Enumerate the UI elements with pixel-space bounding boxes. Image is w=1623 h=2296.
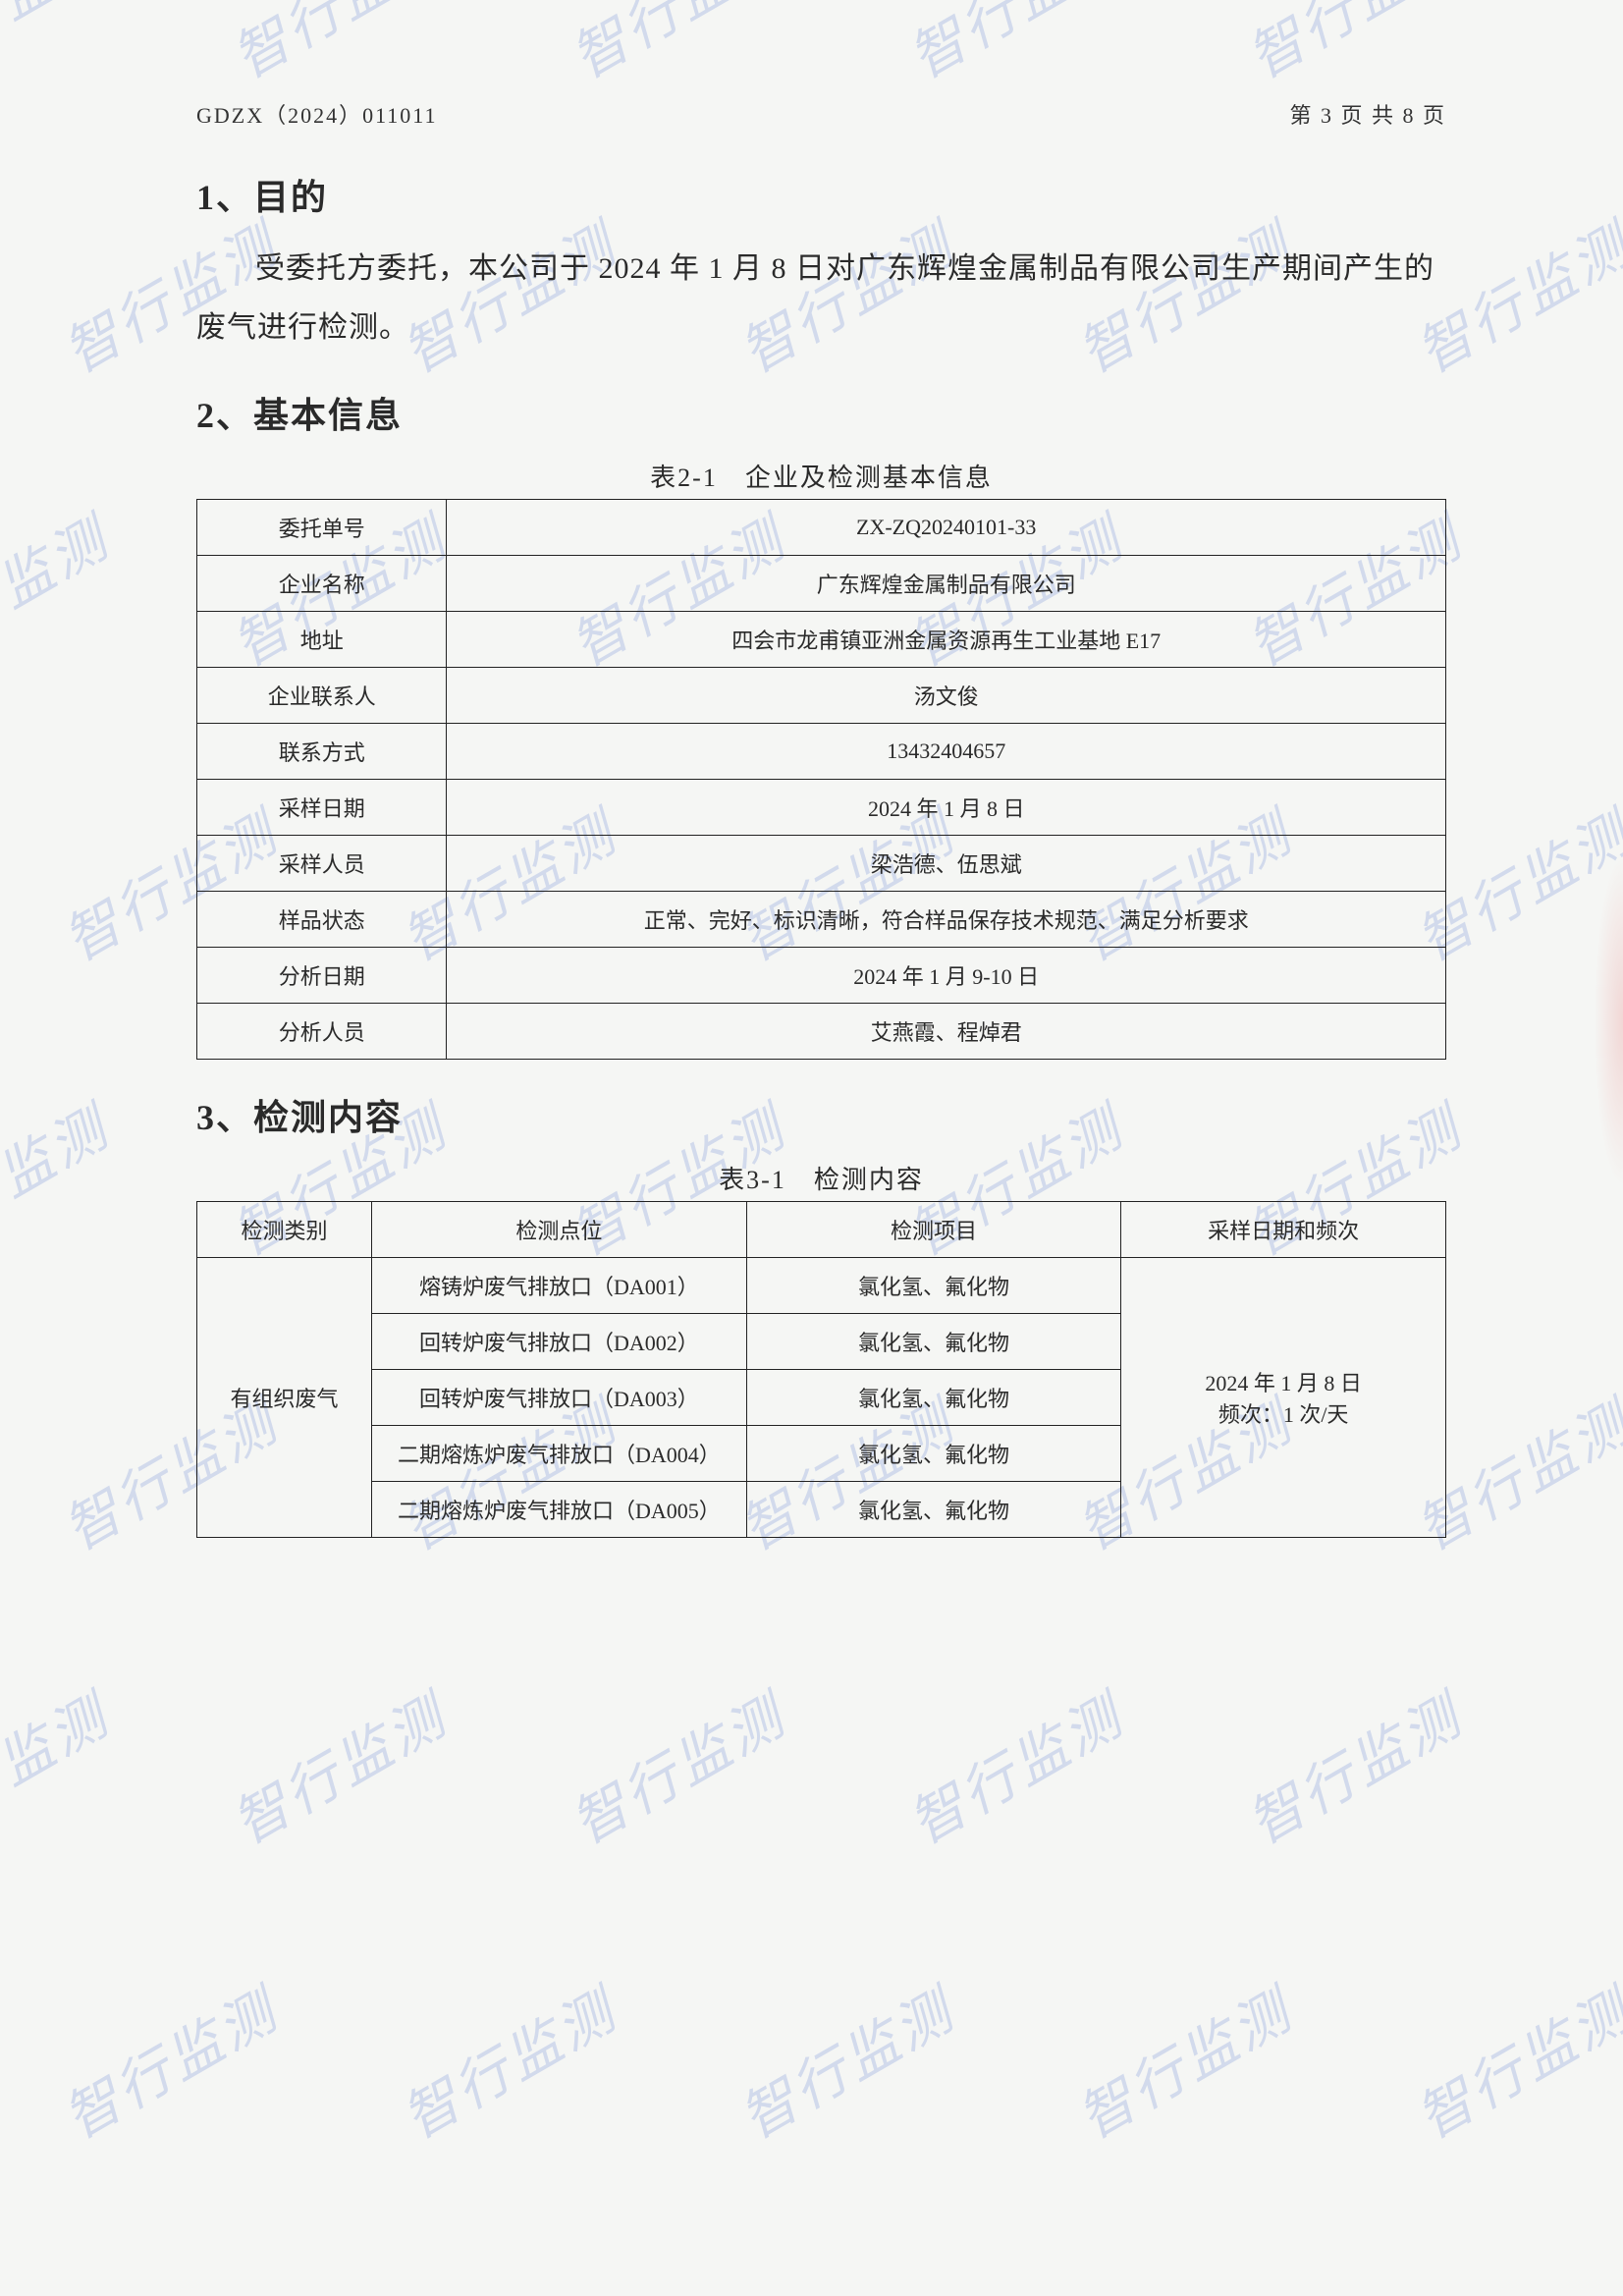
info-value: 正常、完好、标识清晰，符合样品保存技术规范、满足分析要求 [447, 892, 1446, 948]
info-label: 样品状态 [197, 892, 447, 948]
page-number: 第 3 页 共 8 页 [1289, 98, 1446, 130]
category-cell: 有组织废气 [197, 1258, 372, 1538]
table-row: 企业名称广东辉煌金属制品有限公司 [197, 556, 1446, 612]
table-header-row: 检测类别 检测点位 检测项目 采样日期和频次 [197, 1202, 1446, 1258]
document-code: GDZX（2024）011011 [196, 98, 437, 130]
table-row: 企业联系人汤文俊 [197, 668, 1446, 724]
info-label: 地址 [197, 612, 447, 668]
info-value: 艾燕霞、程焯君 [447, 1004, 1446, 1060]
table-row: 采样人员梁浩德、伍思斌 [197, 836, 1446, 892]
table-2-1-caption: 表2-1 企业及检测基本信息 [196, 458, 1446, 494]
table-row: 分析人员艾燕霞、程焯君 [197, 1004, 1446, 1060]
info-value: 四会市龙甫镇亚洲金属资源再生工业基地 E17 [447, 612, 1446, 668]
table-3-1-caption: 表3-1 检测内容 [196, 1160, 1446, 1196]
item-cell: 氯化氢、氟化物 [746, 1370, 1121, 1426]
col-item: 检测项目 [746, 1202, 1121, 1258]
info-value: 汤文俊 [447, 668, 1446, 724]
section-3-heading: 3、检测内容 [196, 1089, 1446, 1140]
item-cell: 氯化氢、氟化物 [746, 1314, 1121, 1370]
point-cell: 回转炉废气排放口（DA003） [372, 1370, 747, 1426]
info-value: 2024 年 1 月 8 日 [447, 780, 1446, 836]
info-label: 联系方式 [197, 724, 447, 780]
col-category: 检测类别 [197, 1202, 372, 1258]
info-value: 广东辉煌金属制品有限公司 [447, 556, 1446, 612]
document-page: GDZX（2024）011011 第 3 页 共 8 页 1、目的 受委托方委托… [0, 0, 1623, 2296]
point-cell: 二期熔炼炉废气排放口（DA004） [372, 1426, 747, 1482]
info-label: 委托单号 [197, 500, 447, 556]
col-point: 检测点位 [372, 1202, 747, 1258]
item-cell: 氯化氢、氟化物 [746, 1426, 1121, 1482]
info-value: 2024 年 1 月 9-10 日 [447, 948, 1446, 1004]
frequency-cell: 2024 年 1 月 8 日频次：1 次/天 [1121, 1258, 1446, 1538]
info-label: 采样日期 [197, 780, 447, 836]
table-row: 有组织废气熔铸炉废气排放口（DA001）氯化氢、氟化物2024 年 1 月 8 … [197, 1258, 1446, 1314]
info-label: 企业名称 [197, 556, 447, 612]
info-value: 梁浩德、伍思斌 [447, 836, 1446, 892]
item-cell: 氯化氢、氟化物 [746, 1482, 1121, 1538]
detection-content-table: 检测类别 检测点位 检测项目 采样日期和频次 有组织废气熔铸炉废气排放口（DA0… [196, 1201, 1446, 1538]
info-label: 分析人员 [197, 1004, 447, 1060]
info-value: 13432404657 [447, 724, 1446, 780]
page-header: GDZX（2024）011011 第 3 页 共 8 页 [196, 98, 1446, 130]
table-row: 分析日期2024 年 1 月 9-10 日 [197, 948, 1446, 1004]
section-1-heading: 1、目的 [196, 169, 1446, 220]
section-2-heading: 2、基本信息 [196, 387, 1446, 438]
info-value: ZX-ZQ20240101-33 [447, 500, 1446, 556]
info-label: 企业联系人 [197, 668, 447, 724]
point-cell: 回转炉废气排放口（DA002） [372, 1314, 747, 1370]
item-cell: 氯化氢、氟化物 [746, 1258, 1121, 1314]
col-freq: 采样日期和频次 [1121, 1202, 1446, 1258]
info-label: 采样人员 [197, 836, 447, 892]
info-label: 分析日期 [197, 948, 447, 1004]
table-row: 样品状态正常、完好、标识清晰，符合样品保存技术规范、满足分析要求 [197, 892, 1446, 948]
point-cell: 熔铸炉废气排放口（DA001） [372, 1258, 747, 1314]
table-row: 联系方式13432404657 [197, 724, 1446, 780]
table-row: 委托单号ZX-ZQ20240101-33 [197, 500, 1446, 556]
purpose-paragraph: 受委托方委托，本公司于 2024 年 1 月 8 日对广东辉煌金属制品有限公司生… [196, 240, 1446, 357]
point-cell: 二期熔炼炉废气排放口（DA005） [372, 1482, 747, 1538]
table-row: 地址四会市龙甫镇亚洲金属资源再生工业基地 E17 [197, 612, 1446, 668]
basic-info-table: 委托单号ZX-ZQ20240101-33企业名称广东辉煌金属制品有限公司地址四会… [196, 499, 1446, 1060]
table-row: 采样日期2024 年 1 月 8 日 [197, 780, 1446, 836]
